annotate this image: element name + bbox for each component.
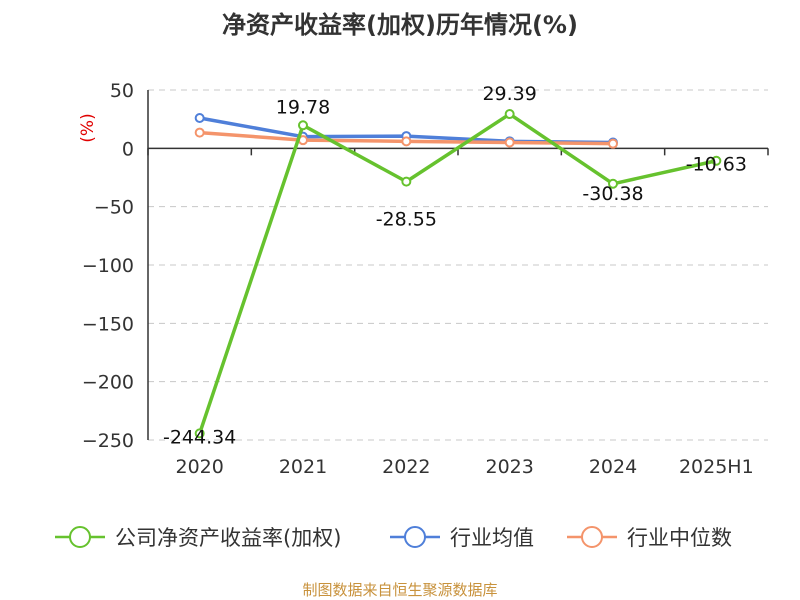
data-label-2: -28.55 <box>376 209 437 231</box>
series-0-point-1 <box>298 120 308 131</box>
data-label-0: -244.34 <box>163 426 236 448</box>
y-axis-unit: (%) <box>78 113 98 142</box>
chart-title: 净资产收益率(加权)历年情况(%) <box>222 11 578 39</box>
series-layer <box>194 109 722 439</box>
y-tick-label-2: −50 <box>94 197 134 219</box>
axes: 50 0 −50 −100 −150 −200 −250 2020 2021 2022 2023 20… <box>82 80 769 478</box>
series-0-point-0 <box>194 428 205 439</box>
y-tick-label-4: −150 <box>82 313 134 335</box>
legend: 公司净资产收益率(加权) 行业均值 行业中位数 <box>55 526 732 550</box>
y-tick-label-3: −100 <box>82 255 134 277</box>
series-0-point-5 <box>711 155 722 166</box>
source-note: 制图数据来自恒生聚源数据库 <box>302 581 497 599</box>
x-tick-label-5: 2025H1 <box>679 456 754 478</box>
series-line-0 <box>198 112 717 434</box>
data-labels: -244.34 19.78 -28.55 29.39 -30.38 -10.63 <box>163 83 747 448</box>
data-label-1: 19.78 <box>276 96 330 118</box>
legend-label-1: 行业均值 <box>450 526 534 550</box>
series-2-point-0 <box>194 127 205 138</box>
legend-label-2: 行业中位数 <box>627 526 732 550</box>
data-label-5: -10.63 <box>686 154 747 176</box>
data-label-3: 29.39 <box>482 83 536 105</box>
series-0-point-2 <box>401 176 412 187</box>
y-tick-label-6: −250 <box>82 430 134 452</box>
grid-lines <box>148 89 768 441</box>
series-2-point-3 <box>504 137 515 148</box>
series-2-point-4 <box>608 138 618 149</box>
x-tick-label-3: 2023 <box>485 456 533 478</box>
x-tick-label-4: 2024 <box>589 456 637 478</box>
legend-marker-2 <box>581 526 603 548</box>
x-tick-label-1: 2021 <box>279 456 327 478</box>
y-tick-label-1: 0 <box>122 138 134 160</box>
series-1-point-0 <box>194 113 205 123</box>
y-tick-label-0: 50 <box>110 80 134 102</box>
data-label-4: -30.38 <box>582 183 643 205</box>
series-0-point-3 <box>504 109 515 120</box>
x-tick-label-0: 2020 <box>175 456 223 478</box>
series-2-point-2 <box>401 136 412 147</box>
y-tick-label-5: −200 <box>82 372 134 394</box>
x-tick-label-2: 2022 <box>382 456 430 478</box>
legend-marker-0 <box>69 526 91 548</box>
legend-marker-1 <box>404 526 426 548</box>
legend-label-0: 公司净资产收益率(加权) <box>115 526 341 550</box>
series-0-point-4 <box>608 178 618 189</box>
